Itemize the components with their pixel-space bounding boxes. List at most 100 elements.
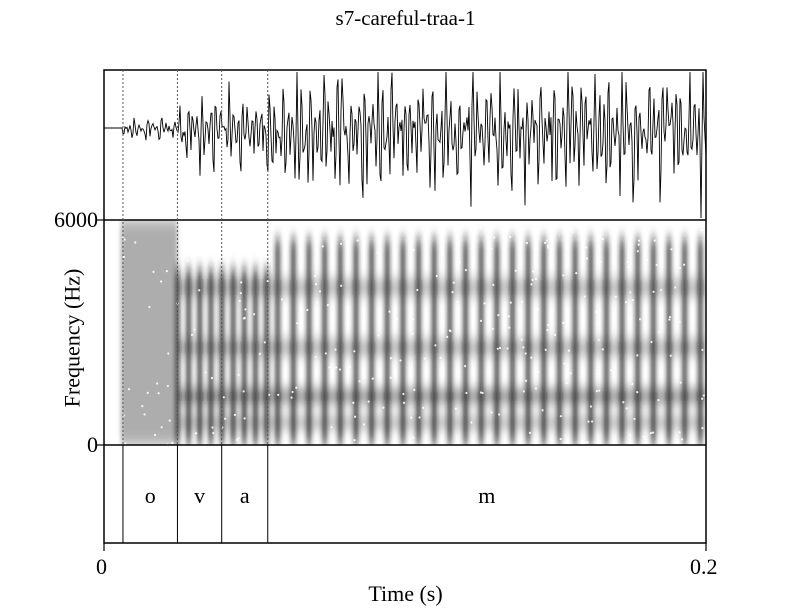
spectrogram-speckle — [237, 373, 240, 376]
spectrogram-speckle — [190, 333, 194, 337]
spectrogram-speckle — [399, 359, 402, 362]
spectrogram-speckle — [701, 397, 704, 400]
waveform-trace — [104, 71, 706, 219]
spectrogram-speckle — [626, 260, 629, 264]
panel-frames — [96, 69, 707, 551]
spectrogram-speckle — [509, 235, 512, 239]
spectrogram-speckle — [531, 278, 534, 282]
spectrogram-speckle — [244, 308, 247, 311]
spectrogram-speckle — [479, 226, 482, 229]
spectrogram-energy — [120, 220, 706, 445]
spectrogram-speckle — [631, 298, 634, 302]
spectrogram-speckle — [168, 419, 171, 422]
spectrogram-speckle — [389, 376, 392, 379]
spectrogram-speckle — [650, 340, 653, 344]
spectrogram-speckle — [569, 372, 572, 375]
spectrogram-speckle — [493, 236, 496, 239]
spectrogram-speckle — [157, 392, 160, 395]
segment-label-v: v — [194, 483, 205, 508]
spectrogram-speckle — [524, 352, 527, 355]
spectrogram-speckle — [295, 386, 298, 389]
spectrogram-speckle — [239, 292, 242, 295]
spectrogram-speckle — [223, 417, 227, 420]
spectrogram-speckle — [544, 348, 547, 351]
spectrogram-speckle — [571, 231, 574, 234]
spectrogram-speckle — [659, 262, 662, 265]
spectrogram-speckle — [435, 274, 438, 278]
spectrogram-speckle — [639, 318, 642, 321]
spectrogram-speckle — [625, 407, 628, 410]
spectrogram-speckle — [186, 259, 189, 262]
spectrogram-speckle — [358, 380, 361, 383]
spectrogram-speckle — [562, 274, 565, 277]
spectrogram-speckle — [614, 221, 617, 224]
spectrogram-speckle — [530, 283, 533, 286]
spectrogram-speckle — [506, 347, 509, 350]
spectrogram-speckle — [625, 300, 628, 304]
spectrogram-speckle — [198, 289, 201, 292]
spectrogram-speckle — [306, 308, 309, 312]
spectrogram-speckle — [165, 270, 168, 273]
formant-band-4 — [177, 280, 706, 295]
spectrogram-speckle — [233, 413, 237, 417]
glottal-pulse-striation — [208, 268, 214, 445]
onset-noise-band — [120, 220, 178, 445]
spectrogram-speckle — [492, 283, 495, 287]
glottal-pulse-striation — [230, 268, 236, 445]
x-tick-label-min: 0 — [96, 554, 107, 579]
spectrogram-speckle — [649, 432, 653, 435]
spectrogram-speckle — [377, 334, 380, 337]
spectrogram-speckle — [514, 269, 517, 272]
spectrogram-speckle — [388, 310, 391, 313]
spectrogram-speckle — [541, 409, 544, 412]
spectrogram-speckle — [696, 220, 699, 223]
spectrogram-speckle — [678, 320, 681, 323]
formant-band-3 — [177, 341, 706, 354]
spectrogram-speckle — [536, 308, 539, 311]
spectrogram-speckle — [242, 390, 245, 393]
spectrogram-speckle — [599, 260, 603, 264]
spectrogram-speckle — [315, 324, 318, 327]
spectrogram-speckle — [546, 244, 550, 248]
spectrogram-speckle — [601, 348, 604, 351]
spectrogram-speckle — [231, 225, 234, 229]
spectrogram-speckle — [243, 417, 246, 420]
spectrogram-speckle — [416, 288, 419, 292]
spectrogram-speckle — [534, 277, 538, 281]
spectrogram-speckle — [487, 251, 490, 255]
spectrogram-speckle — [301, 236, 304, 239]
spectrogram-speckle — [559, 415, 562, 418]
spectrogram-speckle — [152, 270, 155, 273]
spectrogram-speckle — [657, 399, 660, 402]
spectrogram-speckle — [280, 298, 284, 301]
spectrogram-speckle — [263, 341, 266, 344]
spectrogram-speckle — [592, 224, 595, 227]
spectrogram-speckle — [645, 258, 649, 262]
spectrogram-speckle — [660, 288, 663, 292]
spectrogram-speckle — [637, 239, 641, 242]
spectrogram-speckle — [334, 348, 337, 351]
spectrogram-speckle — [266, 280, 269, 283]
chart-title: s7-careful-traa-1 — [335, 6, 476, 30]
spectrogram-speckle — [565, 381, 568, 385]
spectrogram-speckle — [550, 368, 553, 371]
spectrogram-speckle — [679, 224, 683, 227]
spectrogram-speckle — [389, 357, 393, 360]
spectrogram-speckle — [636, 354, 639, 357]
glottal-pulse-striation — [264, 268, 270, 445]
spectrogram-speckle — [353, 439, 356, 442]
spectrogram-speckle — [537, 370, 540, 374]
spectrogram-speckle — [508, 326, 511, 329]
spectrogram-speckle — [636, 250, 639, 253]
spectrogram-speckle — [269, 245, 272, 248]
spectrogram-speckle — [235, 438, 239, 441]
spectrogram-speckle — [321, 245, 324, 248]
spectrogram-speckle — [252, 313, 256, 316]
spectrogram-speckle — [124, 442, 127, 445]
spectrogram-speckle — [146, 391, 149, 394]
spectrogram-speckle — [328, 366, 331, 369]
spectrogram-speckle — [439, 356, 442, 360]
spectrogram-speckle — [362, 423, 366, 426]
spectrogram-speckle — [669, 354, 672, 357]
spectrogram-speckle — [127, 388, 131, 391]
